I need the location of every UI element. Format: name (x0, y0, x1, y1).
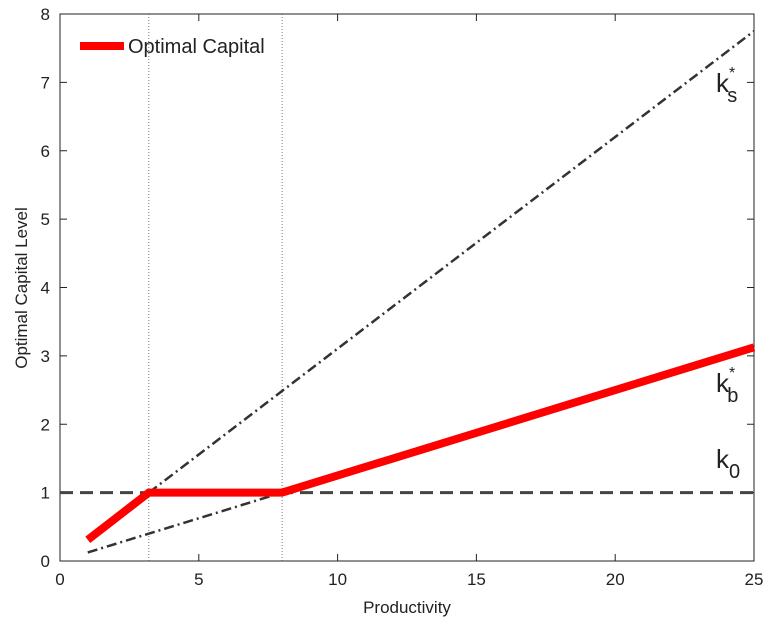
line-label: k* b (716, 365, 738, 407)
label-sub: 0 (729, 461, 740, 483)
y-tick-label: 7 (41, 73, 50, 92)
label-base: k (716, 368, 730, 398)
series-line (148, 30, 755, 494)
label-base: k (716, 444, 730, 474)
label-sub: b (727, 385, 738, 407)
y-tick-label: 1 (41, 484, 50, 503)
x-tick-label: 0 (55, 570, 64, 589)
x-tick-label: 15 (467, 570, 486, 589)
series-line (85, 343, 756, 543)
label-sub: s (727, 85, 737, 107)
y-tick-label: 2 (41, 415, 50, 434)
y-tick-label: 3 (41, 347, 50, 366)
y-axis-label: Optimal Capital Level (12, 207, 31, 369)
x-tick-label: 25 (745, 570, 764, 589)
x-tick-label: 20 (606, 570, 625, 589)
y-tick-label: 8 (41, 5, 50, 24)
y-tick-label: 6 (41, 142, 50, 161)
y-tick-label: 4 (41, 279, 50, 298)
series-line (87, 491, 283, 554)
x-tick-label: 10 (328, 570, 347, 589)
y-tick-label: 0 (41, 552, 50, 571)
x-axis-label: Productivity (363, 598, 451, 617)
plot-frame (59, 13, 755, 562)
label-sup: * (729, 365, 735, 382)
line-label: k* s (716, 65, 737, 107)
y-tick-label: 5 (41, 210, 50, 229)
line-label: k0 (716, 444, 740, 483)
label-sup: * (729, 65, 735, 82)
legend-label: Optimal Capital (128, 36, 265, 58)
label-base: k (716, 68, 730, 98)
x-tick-label: 5 (194, 570, 203, 589)
